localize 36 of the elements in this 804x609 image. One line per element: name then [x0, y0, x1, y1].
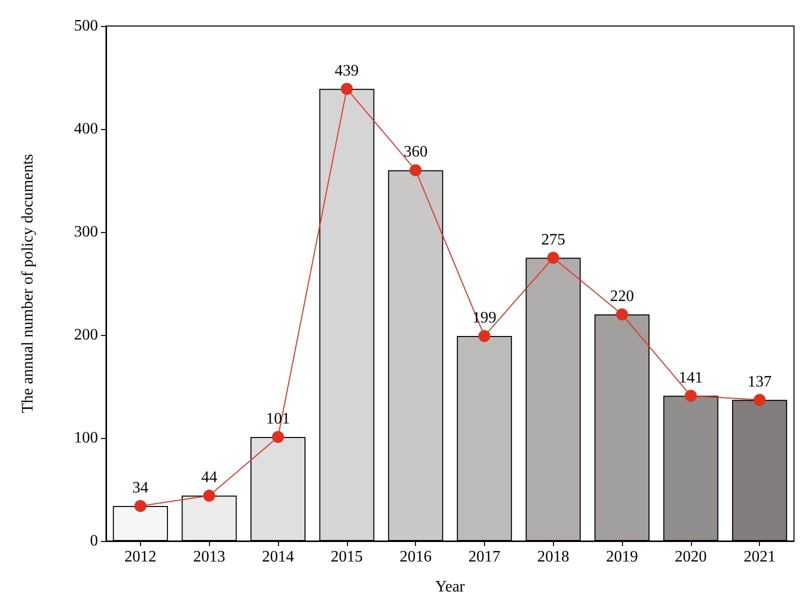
x-tick-label: 2014 [262, 548, 294, 566]
y-tick-label: 400 [74, 120, 98, 138]
data-label: 439 [334, 62, 359, 80]
point [616, 308, 628, 320]
point [340, 82, 353, 95]
x-tick-label: 2020 [674, 548, 707, 566]
data-label: 141 [678, 369, 703, 386]
data-label: 34 [132, 479, 148, 496]
point [547, 252, 560, 264]
x-tick-label: 2016 [400, 548, 432, 566]
x-tick-label: 2012 [124, 548, 156, 566]
x-tick-label: 2018 [537, 548, 570, 566]
y-tick-label: 500 [74, 18, 98, 34]
data-label: 360 [404, 144, 428, 161]
data-label: 44 [201, 469, 218, 486]
y-tick-label: 100 [74, 430, 98, 446]
point [272, 430, 284, 443]
x-tick-label: 2017 [468, 548, 500, 566]
data-label: 137 [748, 373, 772, 390]
point [478, 330, 490, 342]
y-tick-label: 200 [74, 326, 98, 344]
x-tick-label: 2021 [744, 548, 776, 566]
x-axis-title: Year [435, 578, 466, 596]
point [754, 394, 766, 406]
data-label: 220 [610, 288, 634, 305]
y-tick-label: 0 [90, 532, 98, 550]
point [203, 490, 216, 502]
x-tick-label: 2019 [606, 548, 638, 566]
x-tick-label: 2015 [330, 548, 363, 566]
point [684, 390, 697, 402]
y-axis-title: The annual number of policy documents [20, 154, 36, 414]
data-label: 275 [541, 231, 566, 248]
point [134, 500, 146, 512]
y-tick-label: 300 [74, 224, 98, 240]
x-tick-label: 2013 [193, 548, 226, 566]
point [410, 164, 422, 176]
